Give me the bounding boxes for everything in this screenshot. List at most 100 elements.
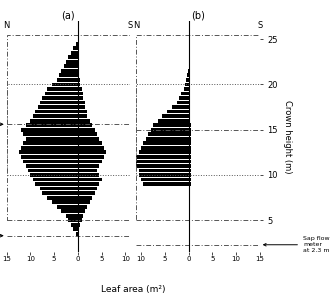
Bar: [7, 84, 130, 175]
Bar: [186, 78, 188, 82]
Bar: [78, 173, 99, 177]
Bar: [188, 123, 191, 127]
Bar: [144, 182, 188, 186]
Bar: [188, 182, 191, 186]
Bar: [176, 100, 188, 104]
Bar: [40, 187, 78, 190]
Bar: [78, 232, 79, 236]
Bar: [78, 155, 104, 159]
Bar: [35, 182, 78, 186]
Bar: [188, 178, 191, 182]
Bar: [139, 173, 188, 177]
Bar: [187, 74, 188, 77]
Bar: [71, 51, 78, 55]
Bar: [139, 151, 188, 154]
Bar: [188, 137, 191, 141]
Bar: [78, 218, 82, 222]
Bar: [78, 160, 102, 163]
Bar: [78, 123, 92, 127]
Bar: [78, 119, 90, 122]
Bar: [78, 178, 102, 182]
Text: Leaf area (m²): Leaf area (m²): [101, 285, 166, 294]
Bar: [78, 209, 85, 213]
Bar: [23, 160, 78, 163]
Bar: [33, 114, 78, 118]
Bar: [78, 92, 83, 95]
Bar: [78, 100, 85, 104]
Bar: [73, 46, 78, 50]
Bar: [188, 92, 189, 95]
Bar: [78, 196, 92, 200]
Bar: [78, 169, 97, 172]
Bar: [61, 209, 78, 213]
Bar: [30, 119, 78, 122]
Bar: [61, 69, 78, 73]
Bar: [78, 164, 99, 168]
Bar: [47, 87, 78, 91]
Bar: [78, 69, 79, 73]
Bar: [151, 128, 188, 132]
Bar: [158, 119, 188, 122]
Bar: [42, 96, 78, 100]
Bar: [78, 141, 102, 145]
Title: (b): (b): [191, 10, 205, 20]
Bar: [78, 223, 80, 227]
Bar: [19, 151, 78, 154]
Bar: [73, 227, 78, 231]
Bar: [76, 232, 78, 236]
Bar: [64, 64, 78, 68]
Bar: [23, 141, 78, 145]
Bar: [26, 123, 78, 127]
Bar: [42, 191, 78, 195]
Text: Sap flow
meter
at 2.3 m: Sap flow meter at 2.3 m: [264, 236, 330, 253]
Bar: [71, 223, 78, 227]
Bar: [184, 87, 188, 91]
Bar: [188, 110, 189, 113]
Bar: [52, 82, 78, 86]
Bar: [26, 164, 78, 168]
Bar: [78, 146, 104, 150]
Bar: [136, 34, 260, 220]
Bar: [188, 160, 191, 163]
Bar: [78, 227, 79, 231]
Bar: [78, 132, 97, 136]
Text: N: N: [3, 21, 10, 30]
Bar: [78, 64, 79, 68]
Bar: [188, 169, 191, 172]
Bar: [188, 119, 190, 122]
Bar: [66, 214, 78, 218]
Bar: [33, 178, 78, 182]
Bar: [78, 187, 97, 190]
Bar: [188, 100, 189, 104]
Bar: [21, 128, 78, 132]
Bar: [188, 146, 191, 150]
Bar: [78, 191, 95, 195]
Bar: [66, 60, 78, 64]
Bar: [185, 82, 188, 86]
Bar: [163, 114, 188, 118]
Bar: [78, 110, 87, 113]
Bar: [76, 42, 78, 46]
Bar: [40, 100, 78, 104]
Bar: [26, 137, 78, 141]
Bar: [52, 200, 78, 204]
Bar: [136, 164, 188, 168]
Bar: [78, 74, 79, 77]
Bar: [78, 82, 80, 86]
Bar: [146, 137, 188, 141]
Bar: [148, 132, 188, 136]
Bar: [30, 173, 78, 177]
Bar: [7, 34, 130, 220]
Bar: [188, 96, 189, 100]
Bar: [68, 55, 78, 59]
Bar: [167, 110, 188, 113]
Text: S: S: [128, 21, 133, 30]
Bar: [78, 205, 87, 208]
Bar: [188, 128, 191, 132]
Text: Sap flow
meter
at 3.3 m: Sap flow meter at 3.3 m: [0, 227, 3, 244]
Bar: [141, 146, 188, 150]
Bar: [139, 169, 188, 172]
Bar: [188, 155, 191, 159]
Bar: [134, 160, 188, 163]
Bar: [78, 96, 83, 100]
